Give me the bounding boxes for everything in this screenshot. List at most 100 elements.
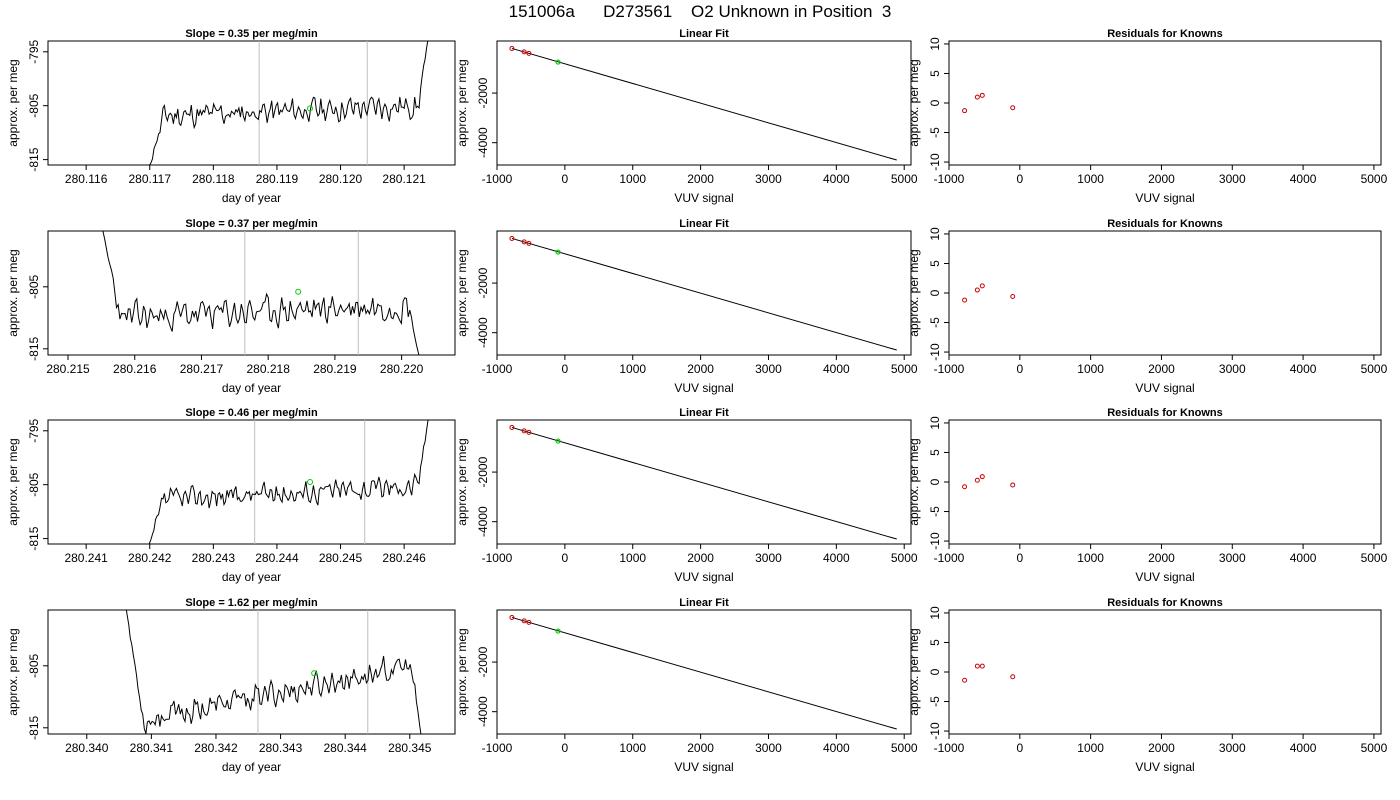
x-tick-label: 5000 [891,362,918,376]
x-tick-label: 1000 [1077,741,1104,755]
unknown-marker [295,288,302,295]
unknown-point [555,628,561,634]
x-tick-label: 4000 [823,551,850,565]
known-point [526,240,532,246]
x-tick-label: 0 [562,551,569,565]
x-tick-label: 4000 [823,362,850,376]
residuals-panel: Residuals for Knowns -1000 0 1000 2000 3000 40… [907,28,1388,205]
x-tick-label: 280.218 [246,362,290,376]
known-point [521,428,527,434]
residual-point [1010,482,1016,488]
x-tick-label: 5000 [891,741,918,755]
y-axis-label: approx. per meg [455,59,469,146]
y-axis-label: approx. per meg [907,628,921,715]
x-axis-label: day of year [222,570,281,584]
x-tick-label: -1000 [934,551,965,565]
x-tick-label: 280.345 [388,741,432,755]
residual-point [962,297,968,303]
y-tick-label: -2000 [476,646,490,677]
x-tick-label: 280.121 [382,172,426,186]
y-tick-label: 10 [928,227,942,241]
x-tick-label: 0 [562,362,569,376]
x-axis-label: VUV signal [1135,570,1194,584]
y-tick-label: 5 [928,70,942,77]
x-tick-label: 4000 [1290,741,1317,755]
known-point [526,429,532,435]
known-point [509,45,515,51]
x-tick-label: 280.340 [65,741,109,755]
known-point [509,235,515,241]
y-axis-label: approx. per meg [455,249,469,336]
residual-point [974,477,980,483]
x-tick-label: 280.215 [46,362,90,376]
plot-frame [47,609,456,735]
y-tick-label: 10 [928,37,942,51]
x-tick-label: 2000 [1148,172,1175,186]
panel-title: Slope = 0.35 per meg/min [185,28,318,40]
residual-point [979,283,985,289]
y-tick-label: 0 [928,668,942,675]
plot-frame [496,609,912,735]
y-tick-label: -815 [27,526,41,550]
fit-line [511,237,897,351]
x-tick-label: 280.220 [380,362,424,376]
known-point [509,424,515,430]
time-trace-panel: Slope = 1.62 per meg/min 280.340 280.341 28… [6,597,456,774]
x-tick-label: 280.119 [256,172,299,186]
residual-point [962,677,968,683]
plot-frame [948,40,1382,166]
x-tick-label: 2000 [1148,551,1175,565]
y-tick-label: -2000 [476,267,490,298]
plot-frame [47,40,456,166]
x-tick-label: 280.216 [113,362,157,376]
linear-fit-panel: Linear Fit -1000 0 1000 2000 3000 4000 5000 -200… [455,218,918,395]
panel-title: Residuals for Knowns [1107,597,1223,609]
y-tick-label: -10 [928,153,942,171]
plot-frame [47,419,456,545]
x-axis-label: VUV signal [674,570,733,584]
x-tick-label: 3000 [755,741,782,755]
y-axis-label: approx. per meg [6,249,20,336]
x-tick-label: 3000 [1219,551,1246,565]
panel-title: Residuals for Knowns [1107,407,1223,419]
x-tick-label: 5000 [1361,362,1388,376]
y-tick-label: 5 [928,639,942,646]
x-tick-label: 5000 [1361,551,1388,565]
known-point [509,614,515,620]
x-tick-label: 5000 [1361,741,1388,755]
x-tick-label: 1000 [619,741,646,755]
residual-point [979,92,985,98]
residuals-panel: Residuals for Knowns -1000 0 1000 2000 3000 40… [907,597,1388,774]
plot-frame [496,419,912,545]
fit-line [511,616,897,730]
y-tick-label: 0 [928,478,942,485]
signal-trace [125,610,422,734]
x-tick-label: 1000 [619,362,646,376]
y-axis-label: approx. per meg [455,628,469,715]
x-tick-label: 280.246 [382,551,426,565]
x-tick-label: 0 [1016,362,1023,376]
y-axis-label: approx. per meg [455,438,469,525]
panel-title: Linear Fit [679,218,729,230]
y-axis-label: approx. per meg [6,438,20,525]
known-point [526,619,532,625]
signal-trace [148,420,429,544]
linear-fit-panel: Linear Fit -1000 0 1000 2000 3000 4000 5000 -200… [455,28,918,205]
y-tick-label: -4000 [476,696,490,727]
y-tick-label: -795 [27,39,41,63]
panel-title: Linear Fit [679,28,729,40]
signal-trace [149,41,429,165]
known-point [521,618,527,624]
x-tick-label: 1000 [1077,362,1104,376]
x-axis-label: VUV signal [1135,760,1194,774]
panel-title: Slope = 0.37 per meg/min [185,218,318,230]
x-tick-label: 5000 [891,172,918,186]
y-tick-label: -815 [27,715,41,739]
x-tick-label: 4000 [823,172,850,186]
known-point [521,239,527,245]
x-axis-label: VUV signal [674,381,733,395]
y-tick-label: -4000 [476,127,490,158]
x-tick-label: 280.342 [194,741,238,755]
x-tick-label: 5000 [891,551,918,565]
panel-title: Slope = 1.62 per meg/min [185,597,318,609]
